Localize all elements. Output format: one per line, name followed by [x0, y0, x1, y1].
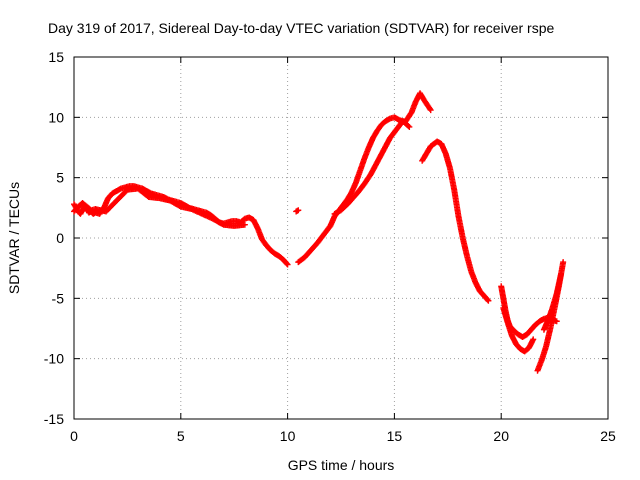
y-tick-label: 10 [48, 109, 64, 125]
series-segment-2 [71, 185, 248, 229]
data-point [284, 261, 291, 268]
data-point [406, 123, 413, 130]
series-segment-6 [419, 138, 492, 304]
x-tick-label: 10 [280, 428, 296, 444]
x-tick-label: 15 [387, 428, 403, 444]
data-point [485, 297, 492, 304]
data-point [405, 122, 412, 129]
data-point [484, 296, 491, 303]
x-axis-title: GPS time / hours [288, 457, 395, 473]
series-segment-5 [331, 117, 413, 217]
data-point [295, 207, 302, 214]
data-point [558, 271, 565, 278]
data-markers [71, 90, 567, 374]
series-segment-4 [295, 90, 434, 266]
x-tick-label: 25 [600, 428, 616, 444]
y-tick-label: 0 [56, 230, 64, 246]
x-tick-label: 20 [493, 428, 509, 444]
data-point [427, 107, 434, 114]
data-point [241, 221, 248, 228]
data-point [426, 105, 433, 112]
data-point [530, 336, 537, 343]
axis-ticks: 0 5 10 15 20 25 -15 -10 -5 0 5 10 15 [44, 49, 616, 444]
y-tick-label: -15 [44, 411, 64, 427]
chart-title: Day 319 of 2017, Sidereal Day-to-day VTE… [48, 20, 554, 36]
y-tick-label: -5 [52, 290, 65, 306]
y-tick-label: 15 [48, 49, 64, 65]
series-segment-8 [500, 304, 537, 355]
series-segment-10 [540, 271, 565, 333]
grid [74, 57, 608, 419]
data-point [560, 259, 567, 266]
x-tick-label: 5 [177, 428, 185, 444]
data-point [283, 260, 290, 267]
y-tick-label: 5 [56, 170, 64, 186]
series-segment-3 [293, 207, 302, 215]
x-tick-label: 0 [70, 428, 78, 444]
y-tick-label: -10 [44, 351, 64, 367]
plot-frame [73, 56, 609, 420]
y-axis-title: SDTVAR / TECUs [6, 182, 22, 294]
